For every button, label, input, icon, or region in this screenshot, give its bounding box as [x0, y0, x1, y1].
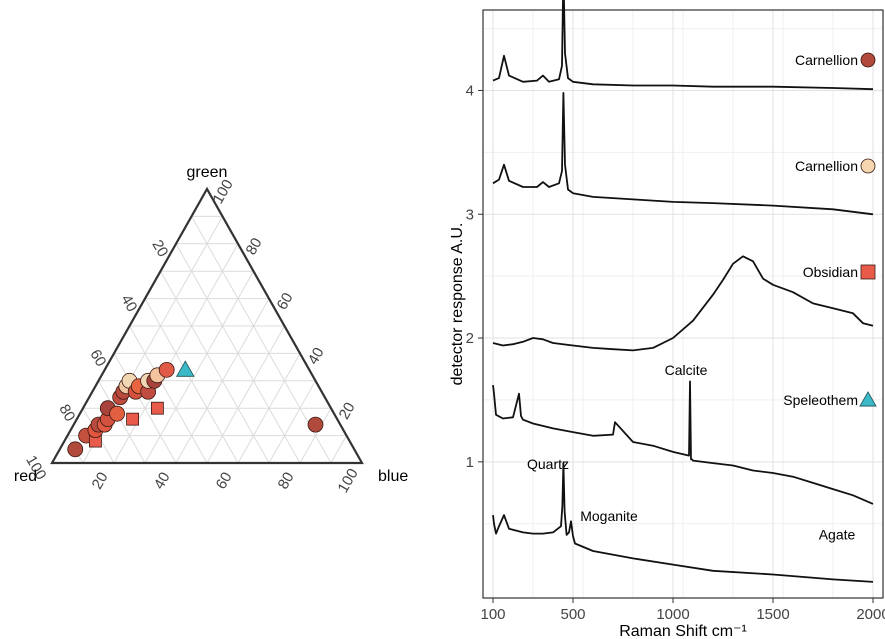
ternary-grid-blue: [330, 435, 347, 464]
ternary-axis-label-green: green: [187, 164, 228, 181]
ternary-tick-green: 80: [243, 235, 266, 258]
ternary-tick-red: 80: [55, 401, 78, 424]
ternary-grid-red: [129, 325, 208, 464]
raman-series-label: Carnellion: [795, 158, 858, 174]
ternary-tick-green: 60: [274, 290, 297, 313]
raman-x-tick-label: 2000: [856, 606, 885, 623]
ternary-point: [307, 416, 324, 433]
ternary-point: [126, 412, 139, 426]
ternary-grid-red: [113, 353, 177, 464]
raman-series-label: Speleothem: [783, 392, 858, 408]
raman-series-label: Obsidian: [803, 264, 858, 280]
ternary-tick-blue: 40: [151, 469, 174, 492]
raman-annotation: Quartz: [527, 456, 569, 472]
raman-series-marker: [860, 52, 876, 68]
raman-x-tick-label: 1500: [756, 606, 789, 623]
raman-y-tick-label: 3: [466, 206, 474, 223]
raman-series-marker: [860, 158, 876, 174]
raman-panel-border: [482, 9, 884, 599]
ternary-grid-blue: [144, 270, 254, 464]
ternary-axis-label-blue: blue: [378, 468, 408, 485]
ternary-grid-blue: [206, 325, 285, 464]
ternary-grid-blue: [299, 407, 332, 464]
raman-y-tick-label: 2: [466, 330, 474, 347]
ternary-frame: [50, 186, 364, 465]
ternary-grid-red: [98, 380, 146, 464]
raman-y-tick-label: 4: [466, 82, 474, 99]
ternary-point: [150, 401, 164, 415]
ternary-tick-blue: 20: [89, 469, 112, 492]
ternary-grid-blue: [237, 353, 301, 464]
ternary-tick-red: 60: [86, 347, 109, 370]
ternary-tick-green: 40: [305, 345, 328, 368]
raman-series-line: [492, 0, 874, 91]
ternary-grid-red: [160, 270, 270, 464]
raman-y-tick-label: 1: [466, 454, 474, 471]
raman-x-tick-label: 1000: [656, 606, 689, 623]
raman-series-label: Carnellion: [795, 52, 858, 68]
raman-series-line: [492, 255, 874, 352]
raman-x-tick-label: 100: [480, 606, 505, 623]
ternary-tick-red: 20: [148, 237, 171, 260]
ternary-point: [109, 405, 125, 422]
raman-series-marker: [860, 264, 876, 280]
ternary-grid-red: [191, 216, 332, 464]
raman-series-line: [492, 462, 874, 583]
ternary-tick-blue: 60: [213, 469, 236, 492]
raman-x-tick-label: 500: [560, 606, 585, 623]
raman-spectra-plot: 100 500 1000 1500 2000 1 2 3 4 Raman Shift cm⁻¹ de…: [449, 0, 885, 639]
ternary-point: [175, 360, 195, 377]
raman-x-axis-label: Raman Shift cm⁻¹: [619, 623, 747, 639]
ternary-grid-blue: [268, 380, 316, 464]
ternary-tick-green: 20: [336, 399, 359, 422]
raman-series-line: [492, 92, 874, 216]
raman-series-line: [492, 380, 874, 505]
raman-y-axis-label: detector response A.U.: [449, 223, 466, 386]
ternary-point: [67, 441, 84, 458]
ternary-tick-blue: 80: [275, 469, 298, 492]
ternary-axis-label-red: red: [14, 468, 37, 485]
raman-series-marker: [859, 391, 877, 407]
ternary-tick-blue: 100: [334, 466, 361, 496]
raman-annotation: Agate: [819, 527, 856, 543]
ternary-tick-red: 40: [117, 292, 140, 315]
ternary-point: [158, 361, 175, 378]
raman-annotation: Moganite: [580, 508, 638, 524]
raman-annotation: Calcite: [665, 362, 708, 378]
